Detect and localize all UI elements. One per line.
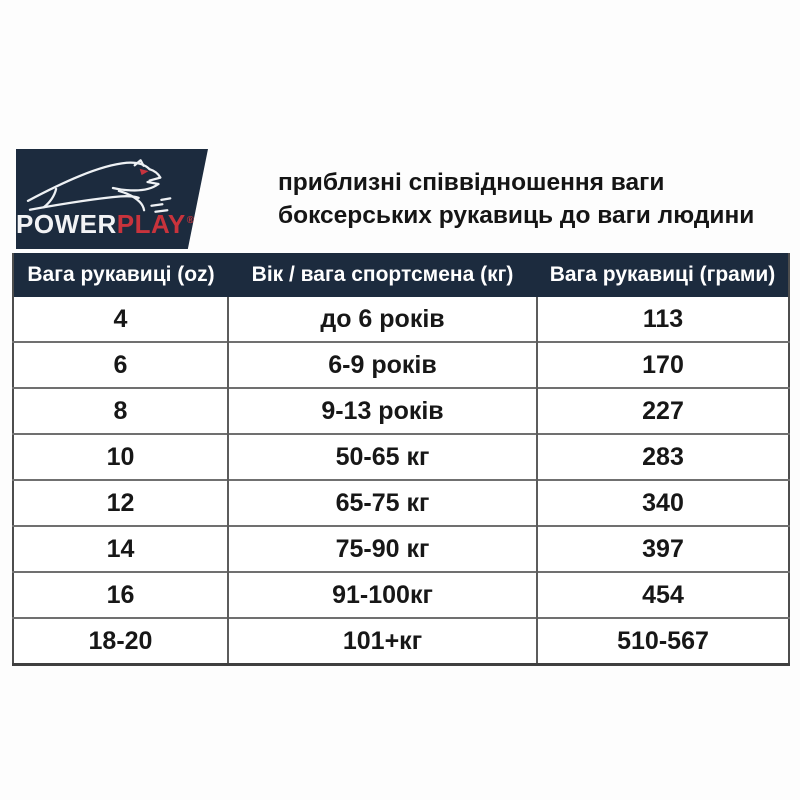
table-cell: 397 bbox=[536, 525, 789, 572]
table-row: 10 50-65 кг 283 bbox=[13, 433, 789, 480]
table-header-row: Вага рукавиці (oz) Вік / вага спортсмена… bbox=[13, 253, 789, 297]
table-cell: 227 bbox=[536, 387, 789, 434]
header-age-weight-kg: Вік / вага спортсмена (кг) bbox=[228, 253, 537, 297]
brand-power-text: POWER bbox=[16, 209, 117, 239]
leaping-panther-icon bbox=[26, 159, 172, 213]
header-glove-weight-grams: Вага рукавиці (грами) bbox=[537, 253, 789, 297]
glove-size-table: Вага рукавиці (oz) Вік / вага спортсмена… bbox=[12, 253, 790, 666]
table-cell: 454 bbox=[536, 571, 789, 618]
table-row: 4 до 6 років 113 bbox=[13, 297, 789, 342]
table-cell: 510-567 bbox=[536, 617, 789, 665]
table-cell: 10 bbox=[13, 433, 228, 480]
table-cell: 170 bbox=[536, 341, 789, 388]
powerplay-logo: POWERPLAY® bbox=[16, 149, 208, 249]
table-row: 8 9-13 років 227 bbox=[13, 387, 789, 434]
table-cell: 101+кг bbox=[227, 617, 537, 665]
table-cell: 50-65 кг bbox=[227, 433, 537, 480]
table-cell: 14 bbox=[13, 525, 228, 572]
table-cell: 91-100кг bbox=[227, 571, 537, 618]
table-cell: 9-13 років bbox=[227, 387, 537, 434]
table-row: 16 91-100кг 454 bbox=[13, 571, 789, 618]
title-line-1: приблизні співвідношення ваги bbox=[278, 169, 665, 196]
brand-wordmark: POWERPLAY® bbox=[16, 209, 194, 240]
table-cell: 8 bbox=[13, 387, 228, 434]
table-cell: 18-20 bbox=[13, 617, 228, 665]
table-cell: 340 bbox=[536, 479, 789, 526]
registered-trademark-symbol: ® bbox=[186, 215, 195, 227]
table-row: 6 6-9 років 170 bbox=[13, 341, 789, 388]
table-row: 14 75-90 кг 397 bbox=[13, 525, 789, 572]
title-line-2: боксерських рукавиць до ваги людини bbox=[278, 201, 755, 229]
header-glove-weight-oz: Вага рукавиці (oz) bbox=[13, 253, 228, 297]
table-row: 12 65-75 кг 340 bbox=[13, 479, 789, 526]
table-cell: 65-75 кг bbox=[227, 479, 537, 526]
table-row: 18-20 101+кг 510-567 bbox=[13, 617, 789, 665]
table-cell: 6-9 років bbox=[227, 341, 537, 388]
table-cell: 4 bbox=[13, 297, 228, 342]
table-cell: 16 bbox=[13, 571, 228, 618]
table-cell: 6 bbox=[13, 341, 228, 388]
brand-play-text: PLAY bbox=[116, 209, 186, 239]
page-title: приблизні співвідношення ваги боксерськи… bbox=[278, 167, 788, 232]
table-cell: 113 bbox=[536, 297, 789, 342]
table-cell: до 6 років bbox=[227, 297, 537, 342]
table-cell: 283 bbox=[536, 433, 789, 480]
table-cell: 12 bbox=[13, 479, 228, 526]
table-cell: 75-90 кг bbox=[227, 525, 537, 572]
